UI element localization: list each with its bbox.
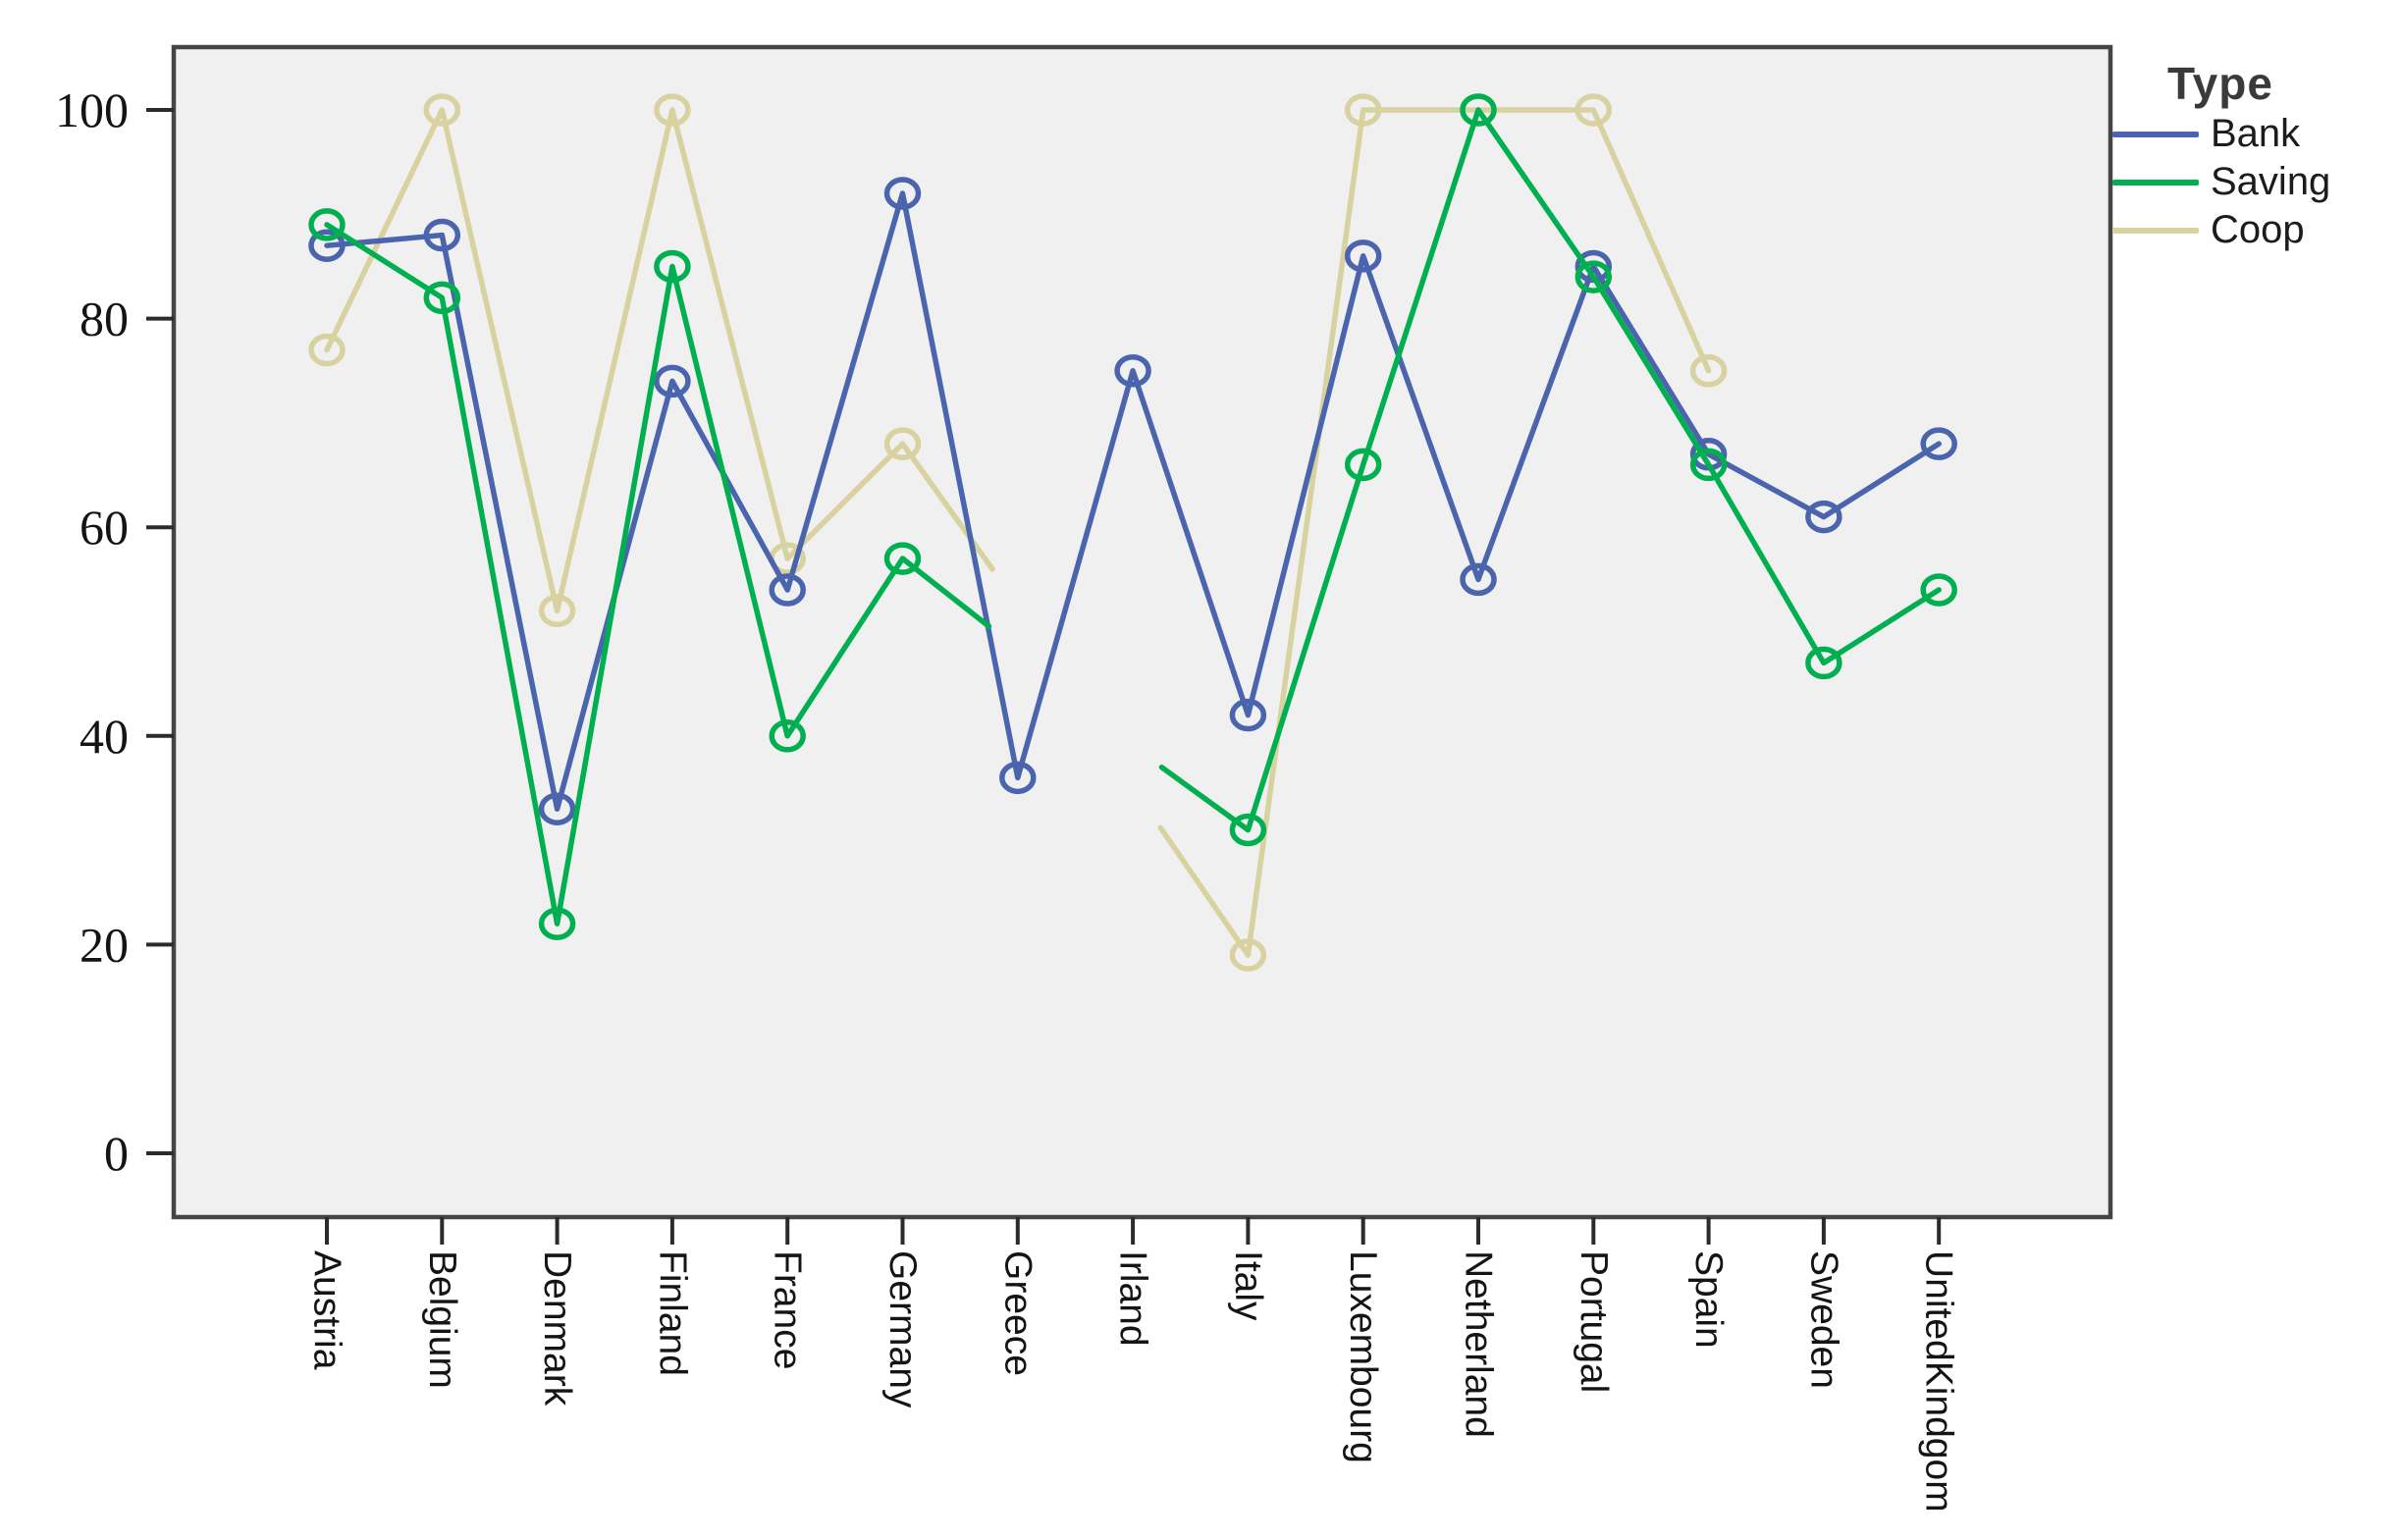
x-tick-label-luxembourg: Luxembourg [1342,1250,1384,1463]
series-line-saving [324,222,906,927]
data-point-coop-luxembourg [1344,93,1382,127]
x-tick-label-spain: Spain [1687,1250,1730,1349]
data-point-coop-denmark [538,594,576,627]
legend-entry-bank: Bank [2112,110,2399,158]
y-tick-label: 80 [80,292,129,346]
x-tick-label-unitedkindgom: UnitedKindgom [1918,1250,1960,1513]
data-point-coop-germany [883,427,922,460]
data-point-saving-netherland [1460,93,1497,127]
data-point-coop-spain [1689,354,1728,388]
y-tick-label: 40 [80,709,129,764]
data-point-bank-finland [654,364,691,398]
data-point-saving-sweden [1805,646,1842,680]
data-point-bank-greece [999,761,1037,795]
data-point-coop-portugal [1574,93,1613,127]
x-tick-label-germany: Germany [881,1250,924,1408]
series-partial-line-coop [899,441,995,572]
legend: Type Bank Saving Coop [2112,57,2399,254]
x-tick-label-irland: Irland [1112,1250,1154,1347]
data-point-saving-italy [1229,813,1267,847]
data-point-coop-belgium [423,93,461,127]
data-point-saving-finland [654,249,691,284]
data-point-bank-austria [308,229,346,262]
series-line-saving [1245,107,1942,833]
x-tick-label-france: France [767,1250,809,1369]
x-tick-label-italy: Italy [1227,1250,1269,1321]
data-point-bank-denmark [538,792,576,825]
series-line-bank [324,190,1942,812]
data-point-bank-sweden [1805,500,1842,534]
y-tick-label: 60 [80,500,129,555]
x-tick-label-portugal: Portugal [1573,1250,1615,1393]
data-point-saving-luxembourg [1344,448,1382,482]
series-partial-line-saving [1158,764,1252,833]
data-point-coop-finland [654,93,691,127]
legend-title: Type [2167,58,2273,109]
series-line-coop [324,107,906,613]
data-point-saving-denmark [538,907,576,940]
data-point-coop-italy [1229,938,1267,972]
legend-label-coop: Coop [2211,208,2305,251]
data-point-bank-netherland [1460,562,1497,597]
legend-entry-coop: Coop [2112,206,2399,254]
coop-line-swatch-icon [2112,227,2199,234]
data-point-saving-spain [1689,448,1728,482]
data-point-saving-portugal [1574,260,1613,293]
data-point-bank-france [769,573,806,607]
data-point-bank-italy [1229,698,1267,732]
saving-line-swatch-icon [2112,179,2199,186]
y-tick-label: 20 [80,917,129,972]
data-point-bank-luxembourg [1344,239,1382,273]
data-point-saving-belgium [423,281,461,315]
legend-entry-saving: Saving [2112,158,2399,206]
data-point-saving-france [769,719,806,753]
y-tick-label: 100 [55,82,129,137]
data-point-bank-germany [883,177,922,210]
x-tick-label-austria: Austria [306,1250,348,1370]
data-point-bank-unitedkindgom [1920,427,1957,460]
x-tick-label-denmark: Denmark [536,1250,578,1407]
x-tick-label-belgium: Belgium [421,1250,463,1389]
data-point-saving-unitedkindgom [1920,573,1957,607]
data-point-saving-germany [883,542,922,575]
x-tick-label-greece: Greece [996,1250,1039,1376]
x-tick-label-finland: Finland [651,1250,693,1376]
data-point-coop-austria [308,333,346,367]
legend-label-bank: Bank [2211,112,2301,155]
y-tick-label: 0 [104,1126,129,1181]
series-partial-line-saving [899,556,992,629]
plot-area [171,44,2113,1220]
data-point-saving-austria [308,208,346,241]
bank-line-swatch-icon [2112,131,2199,137]
x-tick-label-sweden: Sweden [1802,1250,1844,1389]
x-tick-label-netherland: Netherland [1458,1250,1500,1438]
data-point-bank-belgium [423,218,461,252]
legend-label-saving: Saving [2211,160,2331,203]
series-partial-line-coop [1157,824,1252,958]
data-point-bank-irland [1114,354,1151,388]
